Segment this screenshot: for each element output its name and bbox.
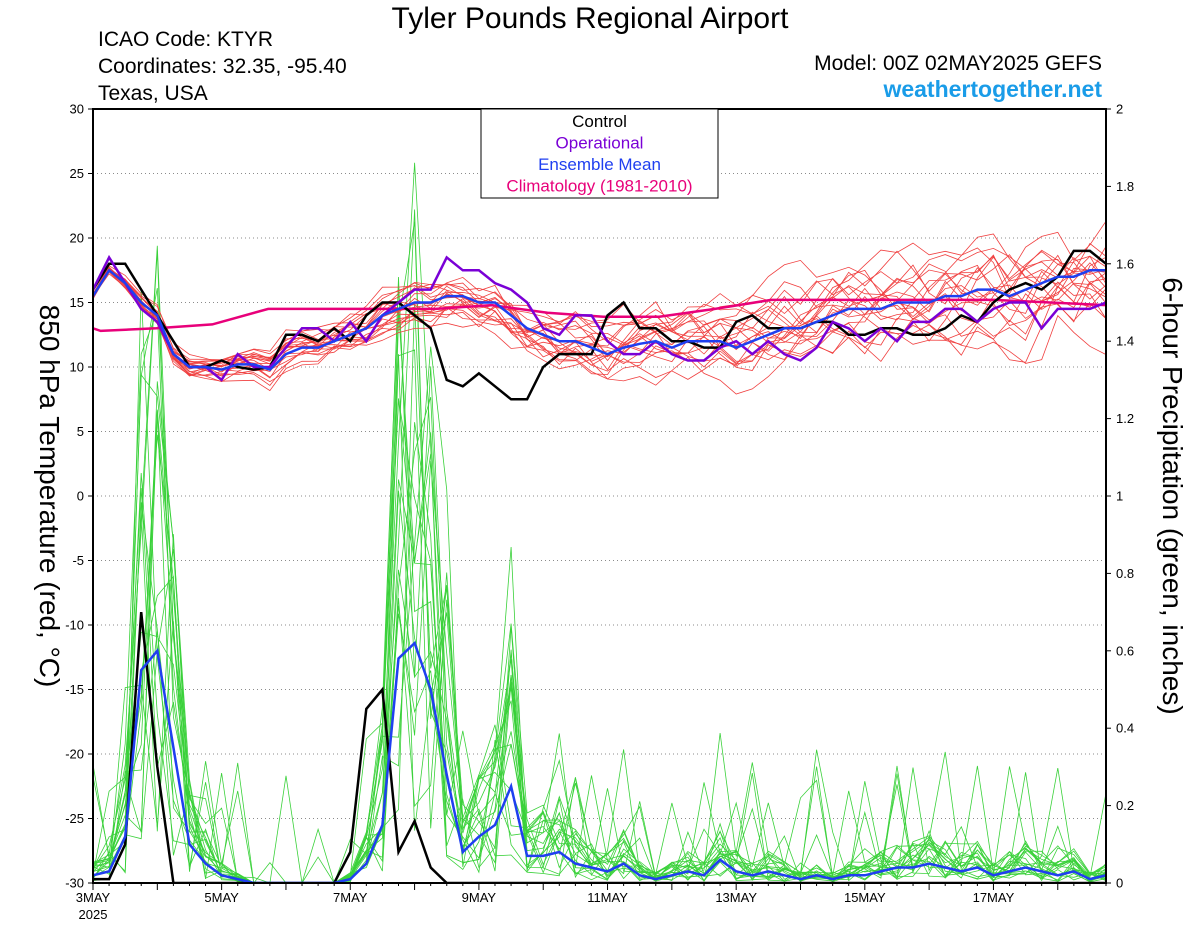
y2-tick-label: 2 <box>1116 102 1123 117</box>
temp-member-line <box>93 262 1106 368</box>
y2-tick-label: 1.4 <box>1116 334 1134 349</box>
y-axis-title: 850 hPa Temperature (red, °C) <box>34 305 65 688</box>
x-tick-label: 13MAY <box>715 890 757 905</box>
chart-title: Tyler Pounds Regional Airport <box>391 2 789 35</box>
y-tick-label: -15 <box>65 682 84 697</box>
temp-member-line <box>93 270 1106 380</box>
legend-entry: Operational <box>556 134 644 153</box>
legend-entry: Climatology (1981-2010) <box>506 177 692 196</box>
y-tick-label: 0 <box>77 489 84 504</box>
y2-tick-label: 1.8 <box>1116 179 1134 194</box>
y2-tick-label: 0.2 <box>1116 798 1134 813</box>
x-tick-label: 7MAY <box>333 890 368 905</box>
precip-member-line <box>93 434 1106 883</box>
y-tick-label: 10 <box>70 360 84 375</box>
y-tick-label: 20 <box>70 231 84 246</box>
x-tick-label: 17MAY <box>973 890 1015 905</box>
y-tick-label: -20 <box>65 747 84 762</box>
x-tick-sublabel: 2025 <box>79 907 108 922</box>
legend: Control Operational Ensemble Mean Climatolo… <box>480 108 719 199</box>
y-tick-label: -10 <box>65 618 84 633</box>
website-link[interactable]: weathertogether.net <box>883 76 1102 102</box>
temp-member-line <box>93 267 1106 380</box>
y2-tick-label: 0.8 <box>1116 566 1134 581</box>
precip-member-line <box>93 398 1106 883</box>
precip-member-line <box>93 250 1106 883</box>
x-tick-label: 9MAY <box>462 890 497 905</box>
y-tick-label: 25 <box>70 166 84 181</box>
y2-tick-label: 0.4 <box>1116 721 1134 736</box>
temp-member-line <box>93 250 1106 383</box>
precip-member-line <box>93 349 1106 883</box>
y-tick-label: 30 <box>70 102 84 117</box>
x-tick-label: 3MAY <box>76 890 111 905</box>
y2-tick-label: 0.6 <box>1116 643 1134 658</box>
precip-member-line <box>93 381 1106 883</box>
plot-area <box>93 162 1106 883</box>
ensemble-mean-precip-line <box>93 640 1106 883</box>
x-tick-label: 11MAY <box>587 890 628 905</box>
legend-entry: Control <box>572 112 627 131</box>
precip-member-line <box>93 162 1106 883</box>
legend-box <box>480 108 719 199</box>
y-tick-label: -25 <box>65 811 84 826</box>
control-precip-line <box>93 611 1106 883</box>
y2-axis-title: 6-hour Precipitation (green, inches) <box>1157 277 1188 714</box>
ensemble-mean-temp-line <box>93 268 1106 372</box>
temp-member-line <box>93 233 1106 366</box>
operational-temp-line <box>93 254 1106 382</box>
coordinates: Coordinates: 32.35, -95.40 <box>98 55 347 78</box>
icao-code: ICAO Code: KTYR <box>98 28 274 51</box>
y-tick-label: 15 <box>70 295 84 310</box>
temp-member-line <box>93 258 1106 378</box>
x-tick-label: 15MAY <box>844 890 886 905</box>
plot-frame <box>92 108 1107 884</box>
y2-tick-label: 1 <box>1116 489 1123 504</box>
y2-tick-label: 1.2 <box>1116 411 1134 426</box>
legend-entry: Ensemble Mean <box>538 155 661 174</box>
temp-member-line <box>93 269 1106 392</box>
precip-member-line <box>93 209 1106 883</box>
model-run: Model: 00Z 02MAY2025 GEFS <box>814 52 1102 75</box>
precip-member-line <box>93 302 1106 883</box>
temp-member-line <box>93 264 1106 373</box>
temp-member-line <box>93 242 1106 364</box>
y2-tick-label: 0 <box>1116 876 1123 891</box>
y-tick-label: 5 <box>77 424 84 439</box>
precip-member-line <box>93 221 1106 883</box>
precip-member-line <box>93 373 1106 883</box>
precip-members <box>93 162 1106 883</box>
precip-member-line <box>93 422 1106 883</box>
precip-member-line <box>93 410 1106 883</box>
y2-tick-label: 1.6 <box>1116 256 1134 271</box>
y-tick-label: -5 <box>72 553 84 568</box>
precip-member-line <box>93 396 1106 883</box>
region: Texas, USA <box>98 82 208 105</box>
temp-member-line <box>93 249 1106 377</box>
y-tick-label: -30 <box>65 876 84 891</box>
x-tick-label: 5MAY <box>204 890 239 905</box>
gridlines <box>93 173 1106 819</box>
